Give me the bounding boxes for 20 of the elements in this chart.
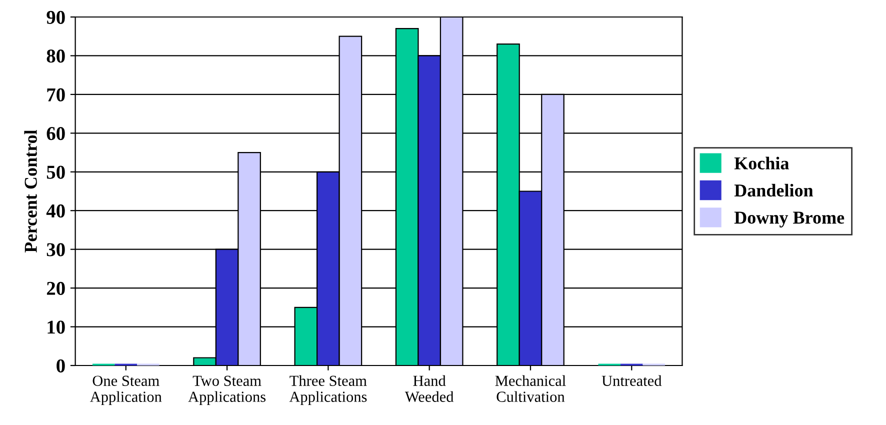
x-tick-label: One Steam Application — [90, 376, 162, 406]
y-tick-label: 40 — [46, 204, 65, 218]
y-tick-label: 20 — [46, 282, 65, 295]
y-tick-label: 60 — [46, 126, 65, 140]
y-tick-label: 70 — [47, 88, 65, 102]
x-tick-label: Untreated — [602, 375, 662, 386]
x-tick-label: Mechanical Cultivation — [495, 375, 566, 402]
x-tick-label: Hand Weeded — [404, 375, 454, 402]
legend-label: Kochia — [734, 156, 789, 170]
y-axis-title: Percent Control — [24, 130, 37, 253]
y-tick-label: 90 — [46, 10, 65, 24]
legend-label: Dandelion — [734, 184, 814, 197]
y-tick-label: 10 — [48, 320, 65, 334]
x-tick-label: Two Steam Applications — [188, 376, 266, 406]
y-tick-label: 80 — [46, 50, 65, 63]
y-tick-label: 30 — [46, 243, 65, 256]
legend-label: Downy Brome — [734, 212, 844, 228]
y-tick-label: 50 — [46, 166, 65, 179]
x-tick-label: Three Steam Applications — [289, 375, 367, 406]
y-tick-label: 0 — [56, 359, 65, 372]
